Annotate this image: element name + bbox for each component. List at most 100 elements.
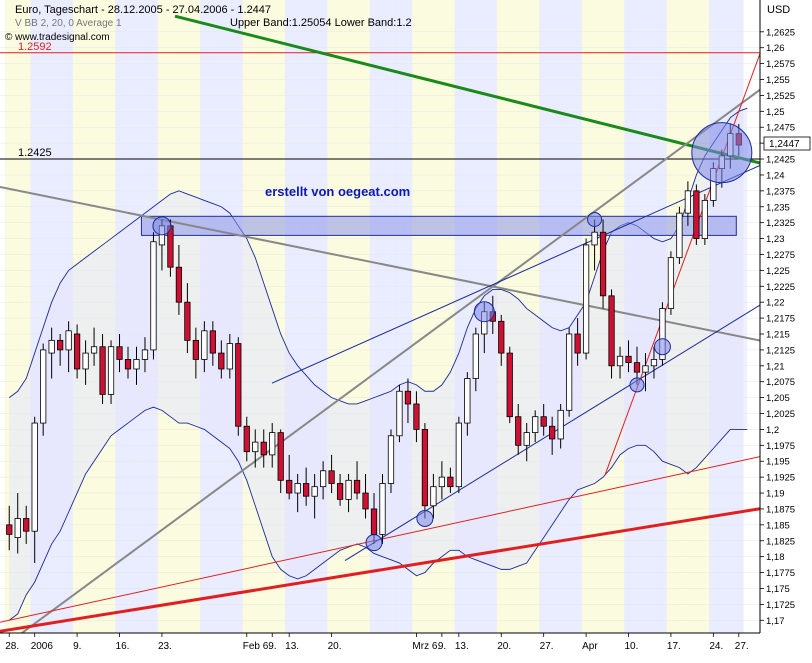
week-stripe xyxy=(386,0,396,633)
trend-line-gray-down xyxy=(0,186,760,342)
candle-up xyxy=(472,333,479,379)
candle-down xyxy=(260,441,267,456)
y-tick-label: 1,2025 xyxy=(766,409,795,420)
y-tick-label: 1,23 xyxy=(766,234,785,245)
week-stripe xyxy=(463,0,473,633)
week-stripe xyxy=(429,0,439,633)
y-tick-label: 1,175 xyxy=(766,584,790,595)
x-tick-label: 9. xyxy=(438,641,446,652)
week-stripe xyxy=(547,0,557,633)
candle-up xyxy=(226,343,233,370)
week-stripe xyxy=(539,0,549,633)
y-tick-label: 1,2075 xyxy=(766,377,795,388)
candle-up xyxy=(659,308,666,360)
candle-down xyxy=(693,190,700,239)
candle-up xyxy=(82,352,89,370)
candle-up xyxy=(591,231,598,246)
candle-down xyxy=(506,352,513,418)
x-tick-label: Mrz 6. xyxy=(412,641,440,652)
x-tick-label: Apr xyxy=(582,641,598,652)
candle-down xyxy=(218,352,225,370)
y-tick-label: 1,1875 xyxy=(766,504,795,515)
x-tick-label: 17. xyxy=(667,641,681,652)
trend-line-gray-up xyxy=(20,88,760,633)
y-tick-label: 1,2175 xyxy=(766,314,795,325)
y-tick-label: 1,22 xyxy=(766,298,785,309)
y-tick-label: 1,2425 xyxy=(766,155,795,166)
marker-circle xyxy=(416,509,434,527)
marker-circle xyxy=(473,301,495,323)
y-tick-label: 1,1925 xyxy=(766,473,795,484)
candle-down xyxy=(175,266,183,303)
copyright-notice: © www.tradesignal.com xyxy=(5,32,110,43)
currency-label: USD xyxy=(767,4,790,16)
chart-title: Euro, Tageschart - 28.12.2005 - 27.04.20… xyxy=(15,4,271,16)
marker-circle xyxy=(653,338,671,356)
week-stripe xyxy=(352,0,362,633)
week-stripe xyxy=(420,0,430,633)
y-tick-label: 1,215 xyxy=(766,329,790,340)
candle-up xyxy=(455,422,462,488)
candle-down xyxy=(23,518,30,532)
candle-down xyxy=(362,492,369,510)
week-stripe xyxy=(454,0,464,633)
candle-up xyxy=(379,483,386,535)
y-tick-label: 1,225 xyxy=(766,266,790,277)
marker-circle xyxy=(629,377,645,393)
indicator-legend-prefix: V BB 2, 20, 0 Average 1 xyxy=(15,18,122,29)
y-axis-panel xyxy=(760,0,812,658)
x-tick-label: 24. xyxy=(709,641,723,652)
marker-circle-large xyxy=(691,122,753,184)
candle-up xyxy=(141,349,149,360)
week-stripe xyxy=(437,0,447,633)
week-stripe xyxy=(301,0,311,633)
x-tick-label: 27. xyxy=(540,641,554,652)
candle-up xyxy=(345,479,352,500)
week-stripe xyxy=(361,0,371,633)
candle-up xyxy=(107,346,115,395)
y-tick-label: 1,2625 xyxy=(766,27,795,38)
week-stripe xyxy=(284,0,294,633)
y-tick-label: 1,185 xyxy=(766,520,790,531)
candle-up xyxy=(701,199,708,239)
candle-down xyxy=(303,483,310,497)
week-stripe xyxy=(395,0,405,633)
channel-line-upper xyxy=(271,165,760,384)
y-tick-label: 1,2375 xyxy=(766,186,795,197)
y-tick-label: 1,1775 xyxy=(766,568,795,579)
candle-down xyxy=(404,390,412,405)
candle-up xyxy=(523,432,530,446)
x-tick-label: 28. xyxy=(5,641,19,652)
y-tick-label: 1,255 xyxy=(766,75,790,86)
candle-up xyxy=(133,359,140,370)
y-tick-label: 1,26 xyxy=(766,43,785,54)
candle-down xyxy=(73,333,81,370)
candle-up xyxy=(532,416,539,434)
x-tick-label: 13. xyxy=(455,641,469,652)
x-tick-label: 13. xyxy=(285,641,299,652)
y-tick-label: 1,1825 xyxy=(766,536,795,547)
week-stripe xyxy=(564,0,574,633)
candle-up xyxy=(396,390,403,437)
candle-down xyxy=(599,231,607,297)
x-tick-label: 10. xyxy=(625,641,639,652)
y-tick-label: 1,17 xyxy=(766,616,785,627)
y-tick-label: 1,21 xyxy=(766,361,785,372)
candle-up xyxy=(430,486,437,507)
x-tick-label: 2006 xyxy=(31,641,54,652)
week-stripe xyxy=(5,0,14,633)
candle-up xyxy=(642,365,649,373)
candle-up xyxy=(90,346,98,354)
x-tick-label: 27. xyxy=(735,641,749,652)
x-tick-label: 9. xyxy=(73,641,81,652)
trend-line-green xyxy=(174,14,760,165)
candle-down xyxy=(328,470,335,484)
week-stripe xyxy=(310,0,320,633)
x-tick-label: 20. xyxy=(328,641,342,652)
y-tick-label: 1,235 xyxy=(766,202,790,213)
candle-up xyxy=(616,355,624,367)
candle-down xyxy=(625,355,632,364)
candle-up xyxy=(684,190,692,214)
indicator-legend: Upper Band:1.25054 Lower Band:1.2 xyxy=(230,17,412,29)
